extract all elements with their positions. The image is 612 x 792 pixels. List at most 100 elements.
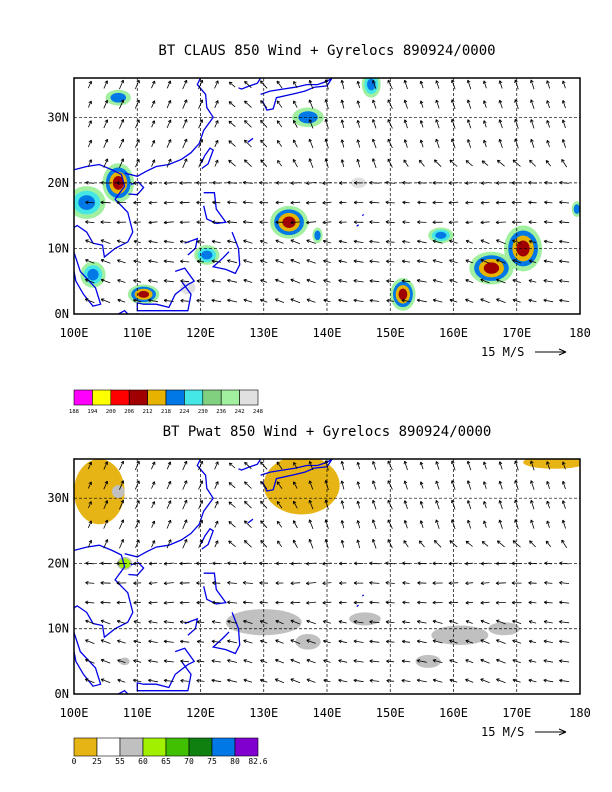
- wind-arrow: [305, 181, 317, 185]
- wind-arrow: [100, 581, 111, 585]
- wind-arrow: [151, 481, 156, 489]
- wind-arrow: [277, 159, 283, 167]
- wind-arrow: [512, 278, 521, 283]
- wind-arrow: [372, 99, 377, 109]
- wind-arrow: [274, 678, 285, 684]
- wind-arrow: [211, 620, 221, 624]
- y-tick-label: 0N: [55, 307, 69, 321]
- wind-arrow: [512, 259, 522, 264]
- coastline: [74, 228, 102, 307]
- field-cell: [263, 459, 340, 515]
- wind-arrow: [543, 259, 553, 264]
- wind-arrow: [495, 220, 506, 225]
- wind-arrow: [448, 181, 459, 185]
- wind-arrow: [480, 600, 490, 605]
- wind-arrow: [148, 659, 158, 663]
- wind-arrow: [451, 118, 456, 129]
- wind-arrow: [324, 460, 329, 471]
- wind-arrow: [432, 659, 443, 663]
- wind-arrow: [212, 200, 221, 205]
- wind-arrow: [100, 298, 111, 303]
- x-tick-label: 180: [569, 326, 591, 340]
- wind-arrow: [514, 480, 519, 490]
- wind-arrow: [419, 500, 424, 509]
- wind-arrow: [242, 600, 253, 605]
- wind-arrow: [166, 539, 172, 549]
- wind-arrow: [116, 581, 127, 585]
- wind-arrow: [243, 298, 253, 303]
- wind-arrow: [85, 200, 95, 205]
- wind-arrow: [559, 220, 570, 224]
- wind-arrow: [163, 678, 174, 683]
- field-feature: [74, 459, 125, 525]
- wind-arrow: [514, 460, 519, 471]
- wind-arrow: [387, 499, 393, 510]
- wind-arrow: [228, 159, 236, 167]
- coastline: [74, 609, 102, 687]
- wind-arrow: [369, 200, 380, 205]
- wind-arrow: [182, 79, 188, 90]
- wind-arrow: [228, 120, 236, 128]
- wind-arrow: [100, 678, 111, 683]
- wind-arrow: [132, 678, 142, 683]
- wind-arrow: [182, 158, 188, 168]
- wind-arrow: [227, 200, 237, 205]
- x-tick-label: 110E: [123, 706, 152, 720]
- wind-arrow: [322, 220, 332, 225]
- wind-arrow: [243, 159, 252, 167]
- wind-arrow: [242, 200, 253, 205]
- colorbar-swatch: [73, 737, 98, 757]
- wind-arrow: [322, 600, 332, 605]
- wind-arrow: [562, 80, 566, 89]
- wind-arrow: [369, 220, 380, 224]
- wind-arrow: [449, 659, 458, 664]
- colorbar-label: 248: [253, 409, 263, 415]
- colorbar-swatch: [119, 737, 144, 757]
- wind-arrow: [179, 220, 190, 225]
- wind-arrow: [530, 119, 535, 129]
- wind-arrow: [495, 181, 506, 185]
- wind-arrow: [559, 580, 570, 585]
- wind-arrow: [100, 639, 111, 644]
- wind-arrow: [558, 259, 570, 264]
- wind-arrow: [401, 659, 411, 664]
- vector-scale: 15 M/S: [481, 725, 567, 739]
- wind-arrow: [211, 678, 222, 683]
- wind-arrow: [212, 561, 221, 566]
- wind-arrow: [103, 80, 108, 89]
- wind-arrow: [433, 159, 442, 167]
- wind-arrow: [385, 259, 395, 264]
- wind-arrow: [387, 79, 393, 90]
- wind-arrow: [340, 99, 345, 109]
- field-cell: [74, 459, 125, 525]
- wind-arrow: [290, 619, 301, 625]
- wind-arrow: [151, 159, 156, 167]
- wind-arrow: [322, 200, 332, 205]
- coastline: [116, 309, 129, 314]
- wind-arrow: [356, 539, 361, 549]
- wind-arrow: [196, 180, 205, 185]
- wind-arrow: [543, 298, 554, 303]
- wind-arrow: [198, 500, 204, 510]
- wind-arrow: [530, 138, 535, 149]
- wind-arrow: [84, 658, 95, 664]
- colorbar-swatch: [142, 737, 167, 757]
- wind-arrow: [244, 120, 252, 128]
- wind-arrow: [308, 119, 314, 129]
- field-feature: [390, 277, 416, 311]
- wind-arrow: [562, 461, 566, 470]
- wind-arrow: [511, 180, 522, 185]
- wind-arrow: [387, 460, 393, 471]
- wind-arrow: [371, 519, 377, 530]
- wind-arrow: [134, 79, 140, 90]
- wind-arrow: [465, 678, 474, 683]
- wind-arrow: [432, 581, 443, 585]
- wind-arrow: [198, 158, 203, 168]
- wind-arrow: [340, 480, 345, 490]
- plot-frame: [73, 458, 581, 695]
- wind-arrow: [151, 461, 156, 470]
- colorbar-label: 200: [106, 409, 116, 415]
- colorbar-label: 65: [161, 757, 171, 766]
- wind-arrow: [353, 279, 364, 283]
- wind-arrow: [196, 298, 205, 303]
